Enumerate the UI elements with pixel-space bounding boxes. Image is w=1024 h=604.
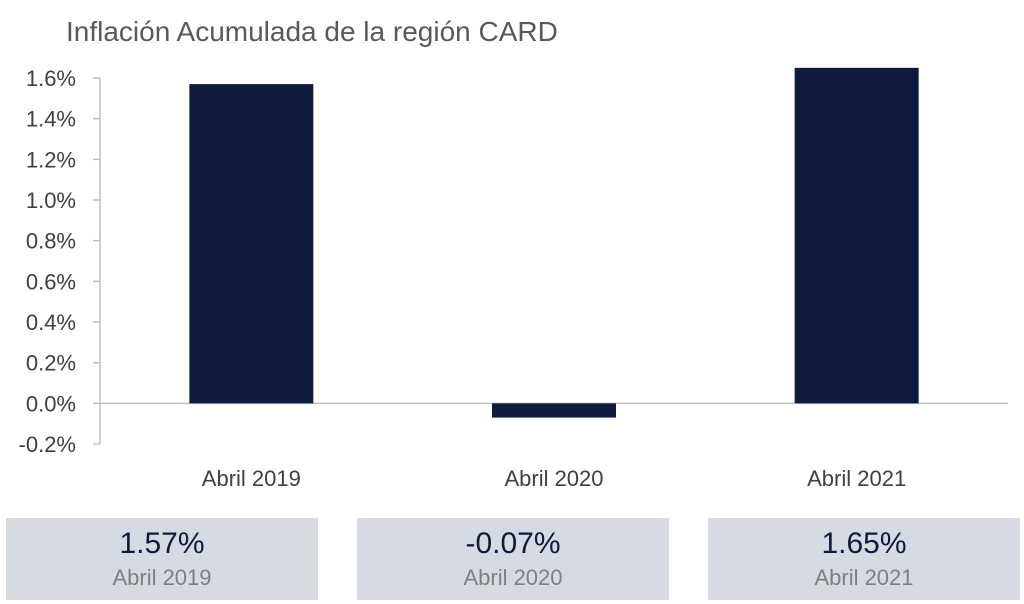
summary-label: Abril 2020: [463, 565, 563, 590]
x-axis-labels: Abril 2019 Abril 2020 Abril 2021: [202, 466, 906, 491]
y-tick-label: 0.8%: [26, 229, 76, 254]
summary-card-2021: 1.65% Abril 2021: [708, 518, 1020, 600]
bar: [492, 403, 616, 418]
y-tick-label: 0.4%: [26, 310, 76, 335]
bars: [189, 67, 919, 418]
y-tick-label: 1.2%: [26, 147, 76, 172]
summary-card-2020: -0.07% Abril 2020: [357, 518, 669, 600]
y-tick-label: 1.4%: [26, 107, 76, 132]
bar: [794, 67, 919, 404]
chart-title: Inflación Acumulada de la región CARD: [66, 16, 558, 47]
y-tick-label: 1.0%: [26, 188, 76, 213]
summary-label: Abril 2021: [814, 565, 914, 590]
y-tick-label: 0.0%: [26, 391, 76, 416]
x-tick-label: Abril 2020: [504, 466, 603, 491]
inflation-bar-chart: Inflación Acumulada de la región CARD 1.…: [19, 16, 1008, 491]
y-tick-label: -0.2%: [19, 432, 76, 457]
x-tick-label: Abril 2019: [202, 466, 301, 491]
summary-label: Abril 2019: [112, 565, 212, 590]
bar: [189, 84, 314, 404]
y-tick-label: 0.6%: [26, 269, 76, 294]
summary-card-2019: 1.57% Abril 2019: [6, 518, 318, 600]
y-tick-label: 1.6%: [26, 66, 76, 91]
x-tick-label: Abril 2021: [807, 466, 906, 491]
summary-value: 1.57%: [119, 527, 205, 560]
summary-value: -0.07%: [465, 527, 561, 560]
y-tick-label: 0.2%: [26, 351, 76, 376]
summary-value: 1.65%: [821, 527, 907, 560]
